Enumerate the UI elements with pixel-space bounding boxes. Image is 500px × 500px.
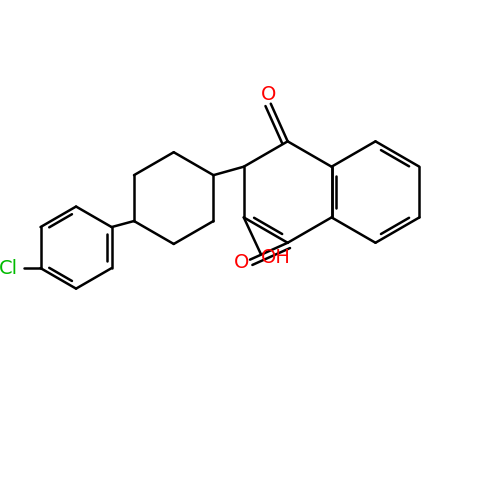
Text: Cl: Cl	[0, 258, 18, 278]
Text: O: O	[234, 252, 249, 272]
Text: OH: OH	[261, 248, 291, 267]
Text: O: O	[260, 86, 276, 104]
